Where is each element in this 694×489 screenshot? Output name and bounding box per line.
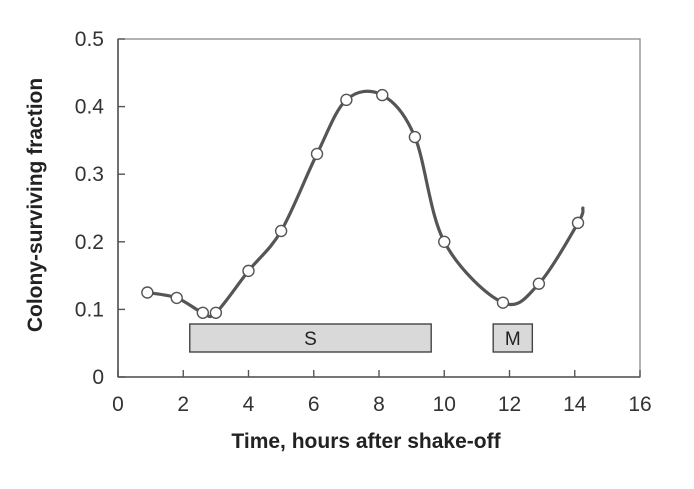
y-tick-label: 0.1 — [75, 298, 104, 321]
data-point — [438, 235, 451, 249]
y-tick-label: 0.5 — [75, 28, 104, 51]
x-tick-label: 4 — [243, 393, 255, 416]
data-point — [242, 264, 255, 278]
data-points — [141, 88, 585, 319]
x-tick-label: 16 — [628, 393, 651, 416]
y-axis-title: Colony-surviving fraction — [24, 78, 47, 332]
phase-label-m: M — [505, 329, 521, 350]
y-tick-label: 0.4 — [75, 96, 105, 119]
data-point — [196, 306, 210, 319]
x-tick-label: 6 — [308, 393, 320, 416]
x-axis-ticks: 0 2 4 6 8 10 12 14 16 — [112, 370, 652, 416]
x-tick-label: 10 — [433, 393, 456, 416]
x-tick-label: 8 — [373, 393, 385, 416]
data-point — [141, 286, 154, 299]
data-point — [376, 88, 389, 102]
data-point — [310, 147, 324, 161]
data-point — [496, 296, 510, 309]
x-tick-label: 0 — [112, 393, 124, 416]
phase-bar-m — [492, 323, 534, 353]
data-point — [571, 216, 585, 230]
y-axis-ticks: 0 0.1 0.2 0.3 0.4 0.5 — [75, 28, 125, 389]
data-point — [532, 277, 546, 290]
x-tick-label: 2 — [177, 393, 189, 416]
phase-bar-s — [189, 323, 432, 353]
data-point — [209, 306, 223, 319]
phase-label-s: S — [304, 329, 317, 350]
x-tick-label: 12 — [498, 393, 521, 416]
y-tick-label: 0.2 — [75, 231, 104, 254]
x-axis-title: Time, hours after shake-off — [231, 430, 501, 453]
data-point — [408, 130, 422, 144]
x-tick-label: 14 — [563, 393, 587, 416]
y-tick-label: 0 — [92, 366, 104, 389]
data-point — [274, 224, 288, 238]
survival-curve-line — [143, 89, 585, 319]
y-tick-label: 0.3 — [75, 163, 104, 186]
data-point — [170, 291, 183, 305]
data-point — [340, 93, 353, 107]
